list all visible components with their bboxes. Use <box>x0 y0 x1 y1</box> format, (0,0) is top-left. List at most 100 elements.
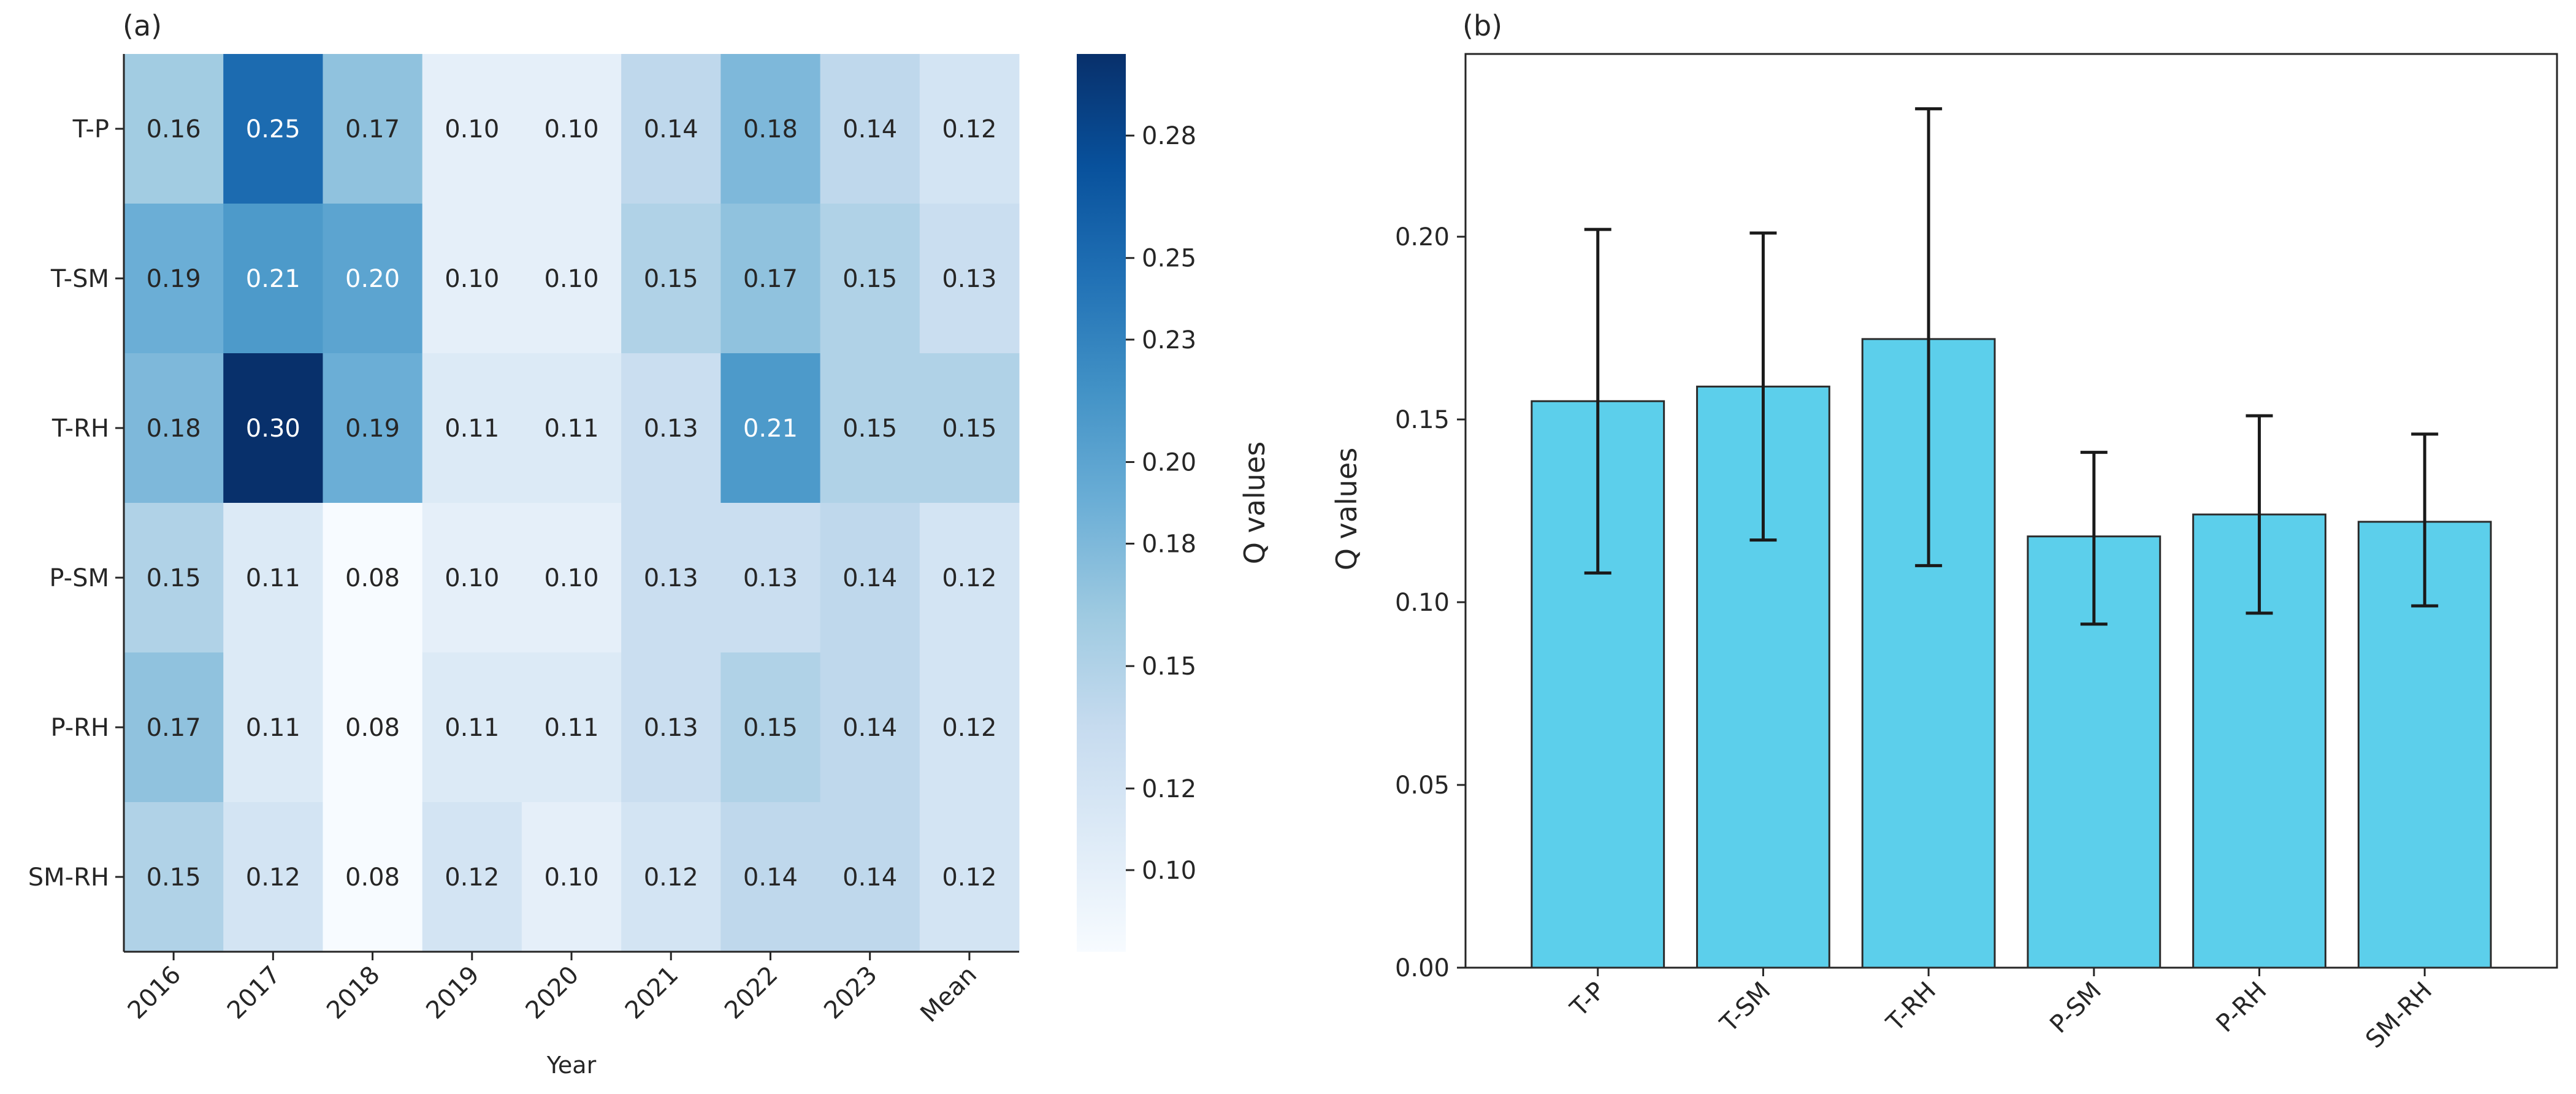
colorbar-tick-label: 0.23 <box>1142 326 1196 354</box>
heatmap-value-label: 0.18 <box>743 115 798 143</box>
heatmap-value-label: 0.30 <box>246 415 300 443</box>
bar-chart-y-tick-label: 0.05 <box>1395 771 1450 800</box>
heatmap-column-label: 2019 <box>421 961 485 1025</box>
heatmap-value-label: 0.11 <box>445 714 499 742</box>
bar-chart-x-tick-label: P-SM <box>2044 977 2107 1039</box>
heatmap-cell <box>124 652 224 803</box>
heatmap-value-label: 0.10 <box>544 863 598 892</box>
heatmap-value-label: 0.12 <box>942 714 996 742</box>
heatmap-cell <box>521 353 622 503</box>
heatmap-cell <box>919 204 1020 354</box>
heatmap-cells <box>124 54 1020 952</box>
colorbar-tick-label: 0.28 <box>1142 122 1196 150</box>
heatmap-value-label: 0.25 <box>246 115 300 143</box>
colorbar-label: Q values <box>1238 442 1271 564</box>
heatmap-value-label: 0.13 <box>743 564 798 592</box>
heatmap-cell <box>422 802 522 952</box>
heatmap-cell <box>621 652 721 803</box>
heatmap-value-label: 0.15 <box>644 265 698 293</box>
heatmap-row-labels: T-P T-SM T-RH P-SM P-RH SM-RH <box>28 115 124 892</box>
heatmap-cell <box>323 652 423 803</box>
heatmap-value-label: 0.08 <box>345 714 400 742</box>
heatmap-value-label: 0.10 <box>544 564 598 592</box>
heatmap-column-label: 2023 <box>819 961 883 1025</box>
heatmap-cell <box>323 503 423 653</box>
heatmap-row-label: P-SM <box>49 564 109 592</box>
bar-chart-y-axis-label: Q values <box>1330 448 1363 570</box>
heatmap-value-label: 0.15 <box>147 564 201 592</box>
heatmap-row-label: T-SM <box>50 265 109 293</box>
heatmap-cell <box>720 353 821 503</box>
heatmap-cell <box>720 54 821 204</box>
heatmap-value-label: 0.11 <box>544 714 598 742</box>
colorbar: 0.10 0.12 0.15 0.18 0.20 0.23 0.25 0.28 Q value… <box>1077 54 1271 952</box>
heatmap-cell <box>621 204 721 354</box>
heatmap-cell <box>820 652 920 803</box>
heatmap-cell <box>422 652 522 803</box>
heatmap-value-label: 0.12 <box>942 115 996 143</box>
heatmap-cell <box>124 204 224 354</box>
heatmap-value-labels: 0.16 0.25 0.17 0.10 0.10 0.14 0.18 0.14 0.12 0.19… <box>147 115 997 892</box>
heatmap-value-label: 0.12 <box>246 863 300 892</box>
panel-label-a: (a) <box>123 9 162 42</box>
bar-chart-x-tick-label: T-P <box>1565 977 1611 1023</box>
heatmap-value-label: 0.11 <box>445 415 499 443</box>
heatmap-value-label: 0.13 <box>644 415 698 443</box>
heatmap-cell <box>521 204 622 354</box>
heatmap-value-label: 0.14 <box>743 863 798 892</box>
heatmap-column-label: 2017 <box>222 961 286 1025</box>
heatmap-cell <box>521 54 622 204</box>
heatmap-value-label: 0.15 <box>147 863 201 892</box>
bar-chart-y-tick-label: 0.15 <box>1395 406 1450 434</box>
heatmap-cell <box>422 353 522 503</box>
heatmap-value-label: 0.21 <box>743 415 798 443</box>
heatmap-value-label: 0.12 <box>445 863 499 892</box>
bar-chart-x-tick-label: P-RH <box>2211 977 2272 1038</box>
bar-chart-y-tick-label: 0.20 <box>1395 223 1450 251</box>
bar <box>2192 513 2326 969</box>
heatmap-value-label: 0.10 <box>544 115 598 143</box>
heatmap-value-label: 0.14 <box>843 115 897 143</box>
heatmap-value-label: 0.11 <box>544 415 598 443</box>
heatmap-value-label: 0.14 <box>843 863 897 892</box>
heatmap-value-label: 0.15 <box>942 415 996 443</box>
heatmap-value-label: 0.19 <box>345 415 400 443</box>
heatmap-cell <box>323 204 423 354</box>
heatmap-cell <box>820 802 920 952</box>
heatmap-value-label: 0.20 <box>345 265 400 293</box>
heatmap-value-label: 0.14 <box>843 564 897 592</box>
heatmap-value-label: 0.11 <box>246 564 300 592</box>
heatmap-column-label: 2018 <box>321 961 386 1025</box>
heatmap-cell <box>621 54 721 204</box>
heatmap-cell <box>223 204 323 354</box>
heatmap-cell <box>124 353 224 503</box>
colorbar-ticks: 0.10 0.12 0.15 0.18 0.20 0.23 0.25 0.28 <box>1126 122 1196 885</box>
heatmap-cell <box>720 503 821 653</box>
heatmap-panel: (a) 0.16 0.25 0.17 0.10 0.10 0.14 0.18 0.14 0.12… <box>28 9 1271 1079</box>
heatmap-value-label: 0.14 <box>644 115 698 143</box>
heatmap-value-label: 0.15 <box>843 265 897 293</box>
heatmap-value-label: 0.17 <box>743 265 798 293</box>
heatmap-column-label: 2020 <box>521 961 585 1025</box>
heatmap-value-label: 0.19 <box>147 265 201 293</box>
heatmap-row-label: T-RH <box>52 415 109 443</box>
heatmap-cell <box>323 353 423 503</box>
bar-chart-x-tick-label: SM-RH <box>2360 977 2437 1054</box>
bar-chart-plot-frame <box>1464 53 2558 969</box>
bar-chart-x-tick-label: T-RH <box>1881 977 1941 1038</box>
heatmap-value-label: 0.16 <box>147 115 201 143</box>
heatmap-column-labels: 2016 2017 2018 2019 2020 2021 2022 2023 Mean <box>123 952 982 1028</box>
heatmap-cell <box>521 802 622 952</box>
heatmap-cell <box>323 802 423 952</box>
colorbar-tick-label: 0.18 <box>1142 530 1196 559</box>
heatmap-cell <box>223 652 323 803</box>
bar-chart-panel: (b) 0.00 0.05 0.10 0.15 0.20 T-P T-SM T-RH P-SM… <box>1330 9 2558 1054</box>
heatmap-cell <box>820 503 920 653</box>
heatmap-value-label: 0.08 <box>345 564 400 592</box>
heatmap-cell <box>223 802 323 952</box>
heatmap-value-label: 0.10 <box>445 564 499 592</box>
heatmap-value-label: 0.18 <box>147 415 201 443</box>
heatmap-cell <box>124 54 224 204</box>
heatmap-cell <box>820 353 920 503</box>
